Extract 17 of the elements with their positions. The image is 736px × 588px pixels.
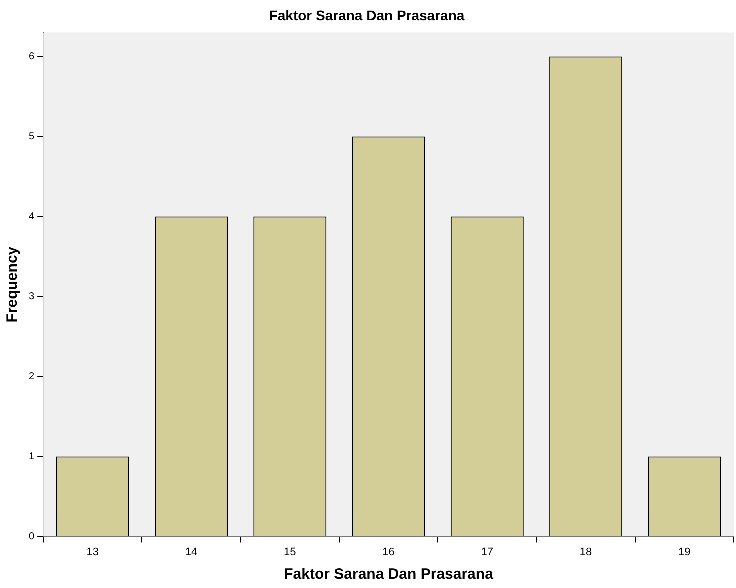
y-tick-label: 3 (29, 292, 35, 303)
x-tick-label: 14 (185, 546, 198, 558)
x-tick-label: 15 (284, 546, 296, 558)
y-axis-title: Frequency (4, 246, 22, 323)
x-tick-label: 13 (86, 546, 100, 558)
x-tick-label: 18 (580, 546, 592, 558)
y-tick-label: 6 (29, 52, 35, 63)
chart-title: Faktor Sarana Dan Prasarana (269, 7, 465, 24)
y-tick-label: 0 (29, 532, 35, 543)
y-tick-label: 4 (29, 212, 35, 223)
x-axis-title: Faktor Sarana Dan Prasarana (284, 566, 494, 584)
x-tick-label: 17 (481, 546, 494, 558)
y-tick-label: 1 (29, 452, 35, 463)
x-tick-label: 19 (678, 546, 691, 558)
x-tick-label: 16 (382, 546, 395, 558)
y-tick-label: 5 (29, 132, 35, 143)
y-tick-label: 2 (29, 372, 35, 383)
